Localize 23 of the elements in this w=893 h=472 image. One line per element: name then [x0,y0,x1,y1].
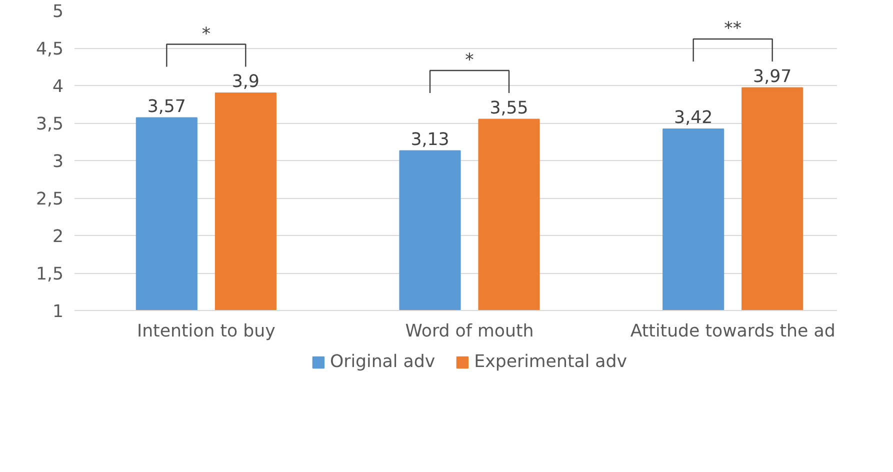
y-tick-label: 3 [52,152,64,172]
y-tick-label: 5 [52,2,64,22]
legend-label: Original adv [330,352,436,372]
x-tick-label: Attitude towards the ad [630,322,836,342]
y-tick-label: 1,5 [36,264,64,284]
data-label: 3,97 [753,66,792,87]
data-label: 3,55 [490,98,528,118]
y-tick-label: 4 [52,77,64,97]
data-label: 3,13 [410,130,450,150]
y-tick-label: 2 [52,227,64,247]
annotation: * [465,50,474,70]
y-tick-label: 1 [52,302,64,322]
data-label: 3,9 [232,72,260,92]
y-tick-label: 3,5 [36,114,64,134]
x-tick-label: Word of mouth [405,322,534,342]
data-label: 3,57 [147,96,186,117]
legend-label: Experimental adv [474,352,628,372]
annotation: * [202,24,211,44]
annotation: ** [724,19,742,39]
data-label: 3,42 [674,108,713,128]
y-tick-label: 4,5 [36,40,64,60]
y-tick-label: 2,5 [36,190,64,210]
x-tick-label: Intention to buy [136,322,276,342]
